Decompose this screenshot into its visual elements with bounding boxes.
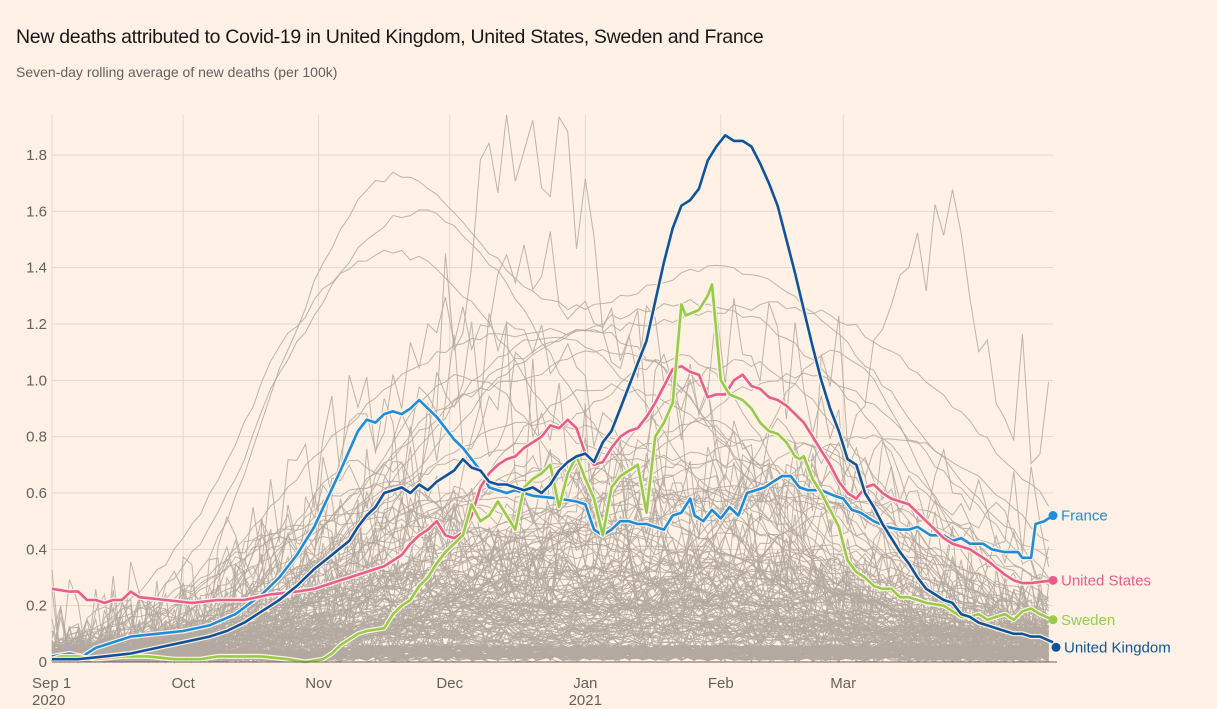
x-tick-label: Mar <box>830 675 856 692</box>
series-labels: France United States Sweden United Kingdom <box>1048 508 1171 656</box>
y-axis: 0 0.2 0.4 0.6 0.8 1.0 1.2 1.4 1.6 1.8 <box>26 147 47 671</box>
y-tick-label: 0.6 <box>26 485 47 502</box>
y-tick-label: 0.4 <box>26 541 47 558</box>
united-kingdom-series-line <box>52 134 1054 661</box>
y-tick-label: 1.2 <box>26 316 47 333</box>
france-label: France <box>1061 508 1108 525</box>
background-series-line <box>51 490 1050 663</box>
y-tick-label: 1.0 <box>26 372 47 389</box>
x-tick-label: Oct <box>171 675 195 692</box>
united-kingdom-label: United Kingdom <box>1064 639 1171 656</box>
y-tick-label: 1.6 <box>26 203 47 220</box>
y-tick-label: 1.4 <box>26 260 47 277</box>
united-states-series-line <box>51 364 1054 605</box>
united-states-label: United States <box>1061 572 1151 589</box>
x-tick-label: Jan <box>573 675 597 692</box>
background-series-line <box>52 553 1050 664</box>
background-series-line <box>51 231 1050 664</box>
background-series-line <box>51 529 1050 664</box>
x-tick-sublabel: 2020 <box>32 692 65 709</box>
background-series-group <box>51 114 1050 664</box>
x-tick-label: Sep 1 <box>32 675 71 692</box>
background-series-line <box>51 298 1050 664</box>
united-kingdom-end-marker <box>1051 642 1061 652</box>
united-kingdom-line-halo <box>52 132 1054 662</box>
background-series-line <box>51 497 1049 661</box>
sweden-end-marker <box>1048 615 1058 625</box>
background-series-line <box>51 598 1049 661</box>
sweden-label: Sweden <box>1061 612 1115 629</box>
chart-subtitle: Seven-day rolling average of new deaths … <box>16 64 338 80</box>
background-series-line <box>51 171 1049 654</box>
y-tick-label: 0 <box>39 654 47 671</box>
background-series-line <box>51 560 1049 650</box>
y-tick-label: 0.2 <box>26 598 47 615</box>
x-tick-label: Feb <box>708 675 734 692</box>
chart-title: New deaths attributed to Covid-19 in Uni… <box>16 26 764 48</box>
x-tick-label: Nov <box>305 675 332 692</box>
highlighted-series-group <box>51 132 1055 665</box>
gridlines <box>51 115 1053 662</box>
x-tick-label: Dec <box>436 675 463 692</box>
background-series-line <box>51 595 1049 659</box>
background-series-line <box>51 189 1050 664</box>
france-end-marker <box>1048 511 1058 521</box>
y-tick-label: 0.8 <box>26 429 47 446</box>
sweden-series-line <box>51 283 1054 664</box>
france-series-line <box>51 398 1054 658</box>
y-tick-label: 1.8 <box>26 147 47 164</box>
background-series-line <box>51 209 1049 647</box>
background-series-line <box>51 298 1049 659</box>
x-tick-sublabel: 2021 <box>569 692 602 709</box>
united-states-end-marker <box>1048 575 1058 585</box>
